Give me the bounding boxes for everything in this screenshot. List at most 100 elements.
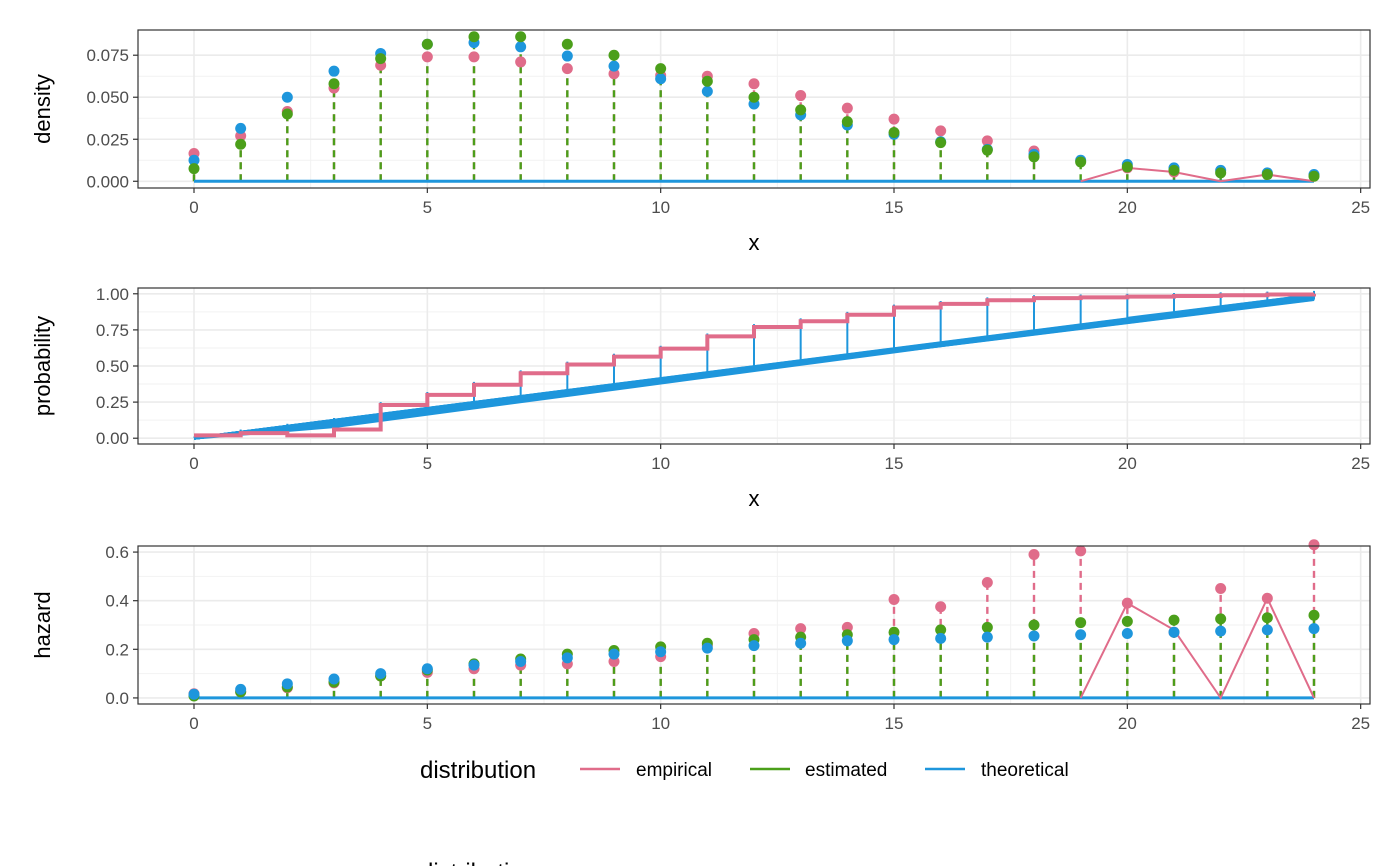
y-tick-label: 0.2	[105, 640, 129, 659]
theoretical-point	[235, 122, 247, 134]
empirical-point	[1075, 545, 1087, 557]
x-tick-label: 10	[651, 198, 670, 217]
x-tick-label: 5	[423, 454, 432, 473]
theoretical-point	[281, 91, 293, 103]
x-tick-label: 5	[423, 714, 432, 733]
y-tick-label: 0.50	[96, 357, 129, 376]
theoretical-point	[608, 648, 620, 660]
empirical-point	[841, 102, 853, 114]
x-tick-label: 25	[1351, 454, 1370, 473]
empirical-point	[795, 90, 807, 102]
estimated-point	[1168, 614, 1180, 626]
empirical-point	[935, 125, 947, 137]
theoretical-point	[841, 635, 853, 647]
theoretical-upper-line	[1220, 299, 1268, 309]
series-empirical-stems	[192, 544, 1316, 698]
theoretical-point	[888, 634, 900, 646]
x-tick-label: 15	[885, 198, 904, 217]
estimated-point	[561, 38, 573, 50]
legend-label-empirical: empirical	[636, 760, 712, 781]
y-tick-label: 0.6	[105, 543, 129, 562]
theoretical-point	[701, 642, 713, 654]
estimated-point	[1308, 609, 1320, 621]
estimated-point	[748, 91, 760, 103]
empirical-point	[1308, 539, 1320, 551]
legend-label-theoretical: theoretical	[981, 760, 1069, 781]
x-tick-label: 0	[189, 714, 198, 733]
estimated-point	[1075, 156, 1087, 168]
x-tick-label: 15	[885, 454, 904, 473]
estimated-point	[1075, 617, 1087, 629]
y-tick-label: 0.0	[105, 689, 129, 708]
theoretical-point	[421, 663, 433, 675]
theoretical-point	[515, 41, 527, 53]
empirical-point	[888, 113, 900, 125]
theoretical-point	[328, 673, 340, 685]
empirical-point	[515, 56, 527, 68]
x-axis-title: x	[749, 486, 760, 511]
x-tick-label: 25	[1351, 198, 1370, 217]
estimated-point	[1168, 164, 1180, 176]
estimated-point	[795, 104, 807, 116]
empirical-point	[981, 576, 993, 588]
estimated-point	[281, 108, 293, 120]
theoretical-point	[701, 85, 713, 97]
theoretical-upper-line	[1127, 311, 1175, 320]
empirical-point	[1028, 549, 1040, 561]
theoretical-point	[1261, 624, 1273, 636]
estimated-point	[1261, 169, 1273, 181]
legend-label-estimated: estimated	[805, 760, 887, 781]
empirical-point	[1121, 597, 1133, 609]
empirical-point	[1215, 583, 1227, 595]
empirical-point	[748, 78, 760, 90]
legend-title: distribution	[420, 757, 536, 784]
y-tick-label: 0.00	[96, 429, 129, 448]
y-axis-title: probability	[30, 316, 55, 416]
empirical-point	[888, 593, 900, 605]
x-tick-label: 15	[885, 714, 904, 733]
estimated-point	[328, 78, 340, 90]
estimated-point	[1121, 615, 1133, 627]
estimated-point	[655, 63, 667, 75]
empirical-point	[608, 68, 620, 80]
estimated-point	[1028, 151, 1040, 163]
estimated-point	[235, 138, 247, 150]
y-tick-label: 1.00	[96, 285, 129, 304]
theoretical-point	[935, 632, 947, 644]
series-empirical-points	[188, 539, 1320, 700]
theoretical-point	[188, 688, 200, 700]
y-tick-label: 0.025	[86, 130, 129, 149]
panel-border	[137, 29, 1371, 189]
y-tick-label: 0.050	[86, 88, 129, 107]
estimated-point	[468, 31, 480, 43]
y-tick-label: 0.75	[96, 321, 129, 340]
series-empirical	[194, 292, 1316, 438]
estimated-point	[375, 53, 387, 65]
theoretical-point	[561, 50, 573, 62]
empirical-point	[468, 51, 480, 63]
series-theoretical-points	[188, 623, 1320, 700]
empirical-line	[1080, 166, 1315, 183]
theoretical-upper-line	[1173, 305, 1221, 315]
series-theoretical-points	[188, 37, 1320, 181]
y-tick-label: 0.4	[105, 592, 129, 611]
empirical-point	[981, 135, 993, 147]
theoretical-point	[468, 659, 480, 671]
empirical-point	[421, 51, 433, 63]
x-tick-label: 20	[1118, 454, 1137, 473]
theoretical-point	[1215, 625, 1227, 637]
estimated-point	[701, 75, 713, 87]
y-tick-label: 0.25	[96, 393, 129, 412]
theoretical-point	[795, 637, 807, 649]
series-empirical-stems	[192, 56, 1269, 182]
legend-entries: empirical estimated theoretical	[580, 760, 1069, 781]
empirical-point	[235, 130, 247, 142]
empirical-point	[561, 63, 573, 75]
y-axis-title: density	[30, 74, 55, 144]
theoretical-point	[1168, 626, 1180, 638]
x-tick-label: 20	[1118, 714, 1137, 733]
estimated-point	[888, 127, 900, 139]
x-tick-label: 20	[1118, 198, 1137, 217]
estimated-point	[1028, 619, 1040, 631]
